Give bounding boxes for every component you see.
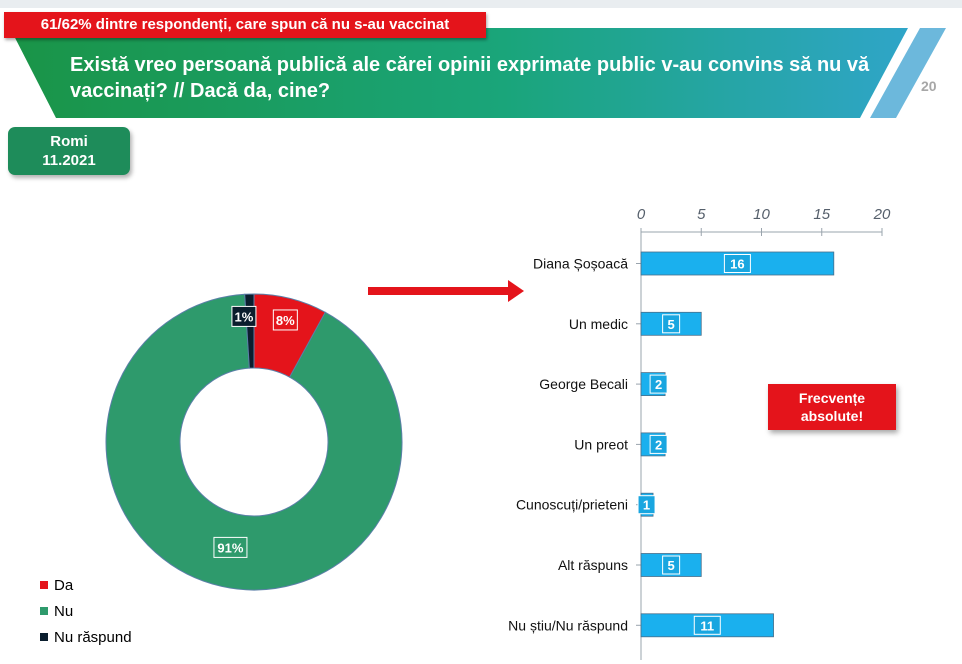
legend-label-nu-raspund: Nu răspund bbox=[54, 628, 132, 646]
x-tick-label: 5 bbox=[697, 206, 706, 223]
donut-value-label-nu: 91% bbox=[217, 540, 243, 555]
bar bbox=[640, 613, 774, 638]
bar-value-box bbox=[662, 314, 681, 334]
bar bbox=[640, 251, 835, 276]
bar-category-label: George Becali bbox=[539, 376, 628, 392]
legend-label-da: Da bbox=[54, 576, 74, 594]
donut-label-box-nu bbox=[213, 536, 248, 558]
donut-value-label-nu-raspund: 1% bbox=[235, 309, 254, 324]
segment-label-line2: 11.2021 bbox=[42, 152, 96, 169]
bar-value-box bbox=[649, 434, 668, 454]
segment-label: Romi 11.2021 bbox=[8, 127, 130, 175]
donut-chart: 8% 91% 1% bbox=[105, 293, 403, 591]
x-tick-label: 20 bbox=[873, 206, 891, 223]
bar-category-label: Diana Șoșoacă bbox=[533, 256, 628, 272]
bar-category-label: Un medic bbox=[569, 316, 628, 332]
bar-value-label: 1 bbox=[643, 498, 650, 513]
bar-value-box bbox=[637, 495, 656, 515]
bar-value-box bbox=[662, 555, 681, 575]
title-banner bbox=[10, 28, 946, 118]
donut-slice-nu bbox=[105, 293, 403, 591]
bar-value-label: 11 bbox=[700, 618, 714, 633]
bar-value-box bbox=[723, 254, 751, 273]
bar bbox=[640, 311, 702, 336]
note-line2: absolute! bbox=[800, 408, 864, 424]
bar bbox=[640, 432, 666, 457]
x-tick-label: 10 bbox=[753, 206, 770, 223]
bar-value-box bbox=[649, 374, 668, 394]
bar-category-label: Nu știu/Nu răspund bbox=[508, 617, 628, 633]
donut-legend: Da Nu Nu răspund bbox=[40, 572, 132, 650]
x-tick-label: 0 bbox=[637, 206, 646, 223]
note-line1: Frecvențe bbox=[798, 390, 866, 406]
legend-swatch-nu bbox=[40, 607, 48, 615]
bar bbox=[640, 553, 702, 577]
absolute-frequency-note: Frecvențe absolute! bbox=[768, 384, 896, 430]
question-title: Există vreo persoană publică ale cărei o… bbox=[70, 54, 870, 102]
page-number: 20 bbox=[921, 78, 937, 94]
bar-value-label: 5 bbox=[668, 558, 675, 573]
donut-label-box-nu-raspund bbox=[231, 305, 257, 327]
legend-item-nu: Nu bbox=[40, 598, 132, 624]
bar-value-label: 16 bbox=[730, 257, 744, 272]
legend-item-da: Da bbox=[40, 572, 132, 598]
bar-category-label: Un preot bbox=[574, 436, 628, 452]
bar-category-label: Cunoscuți/prieteni bbox=[516, 497, 628, 513]
bar bbox=[640, 372, 666, 397]
bar-value-label: 2 bbox=[655, 437, 662, 452]
legend-label-nu: Nu bbox=[54, 602, 74, 620]
top-strip bbox=[0, 0, 962, 8]
x-tick-label: 15 bbox=[813, 206, 830, 223]
bar-value-label: 5 bbox=[668, 317, 675, 332]
bar-category-label: Alt răspuns bbox=[558, 557, 628, 573]
legend-item-nu-raspund: Nu răspund bbox=[40, 624, 132, 650]
legend-swatch-nu-raspund bbox=[40, 633, 48, 641]
arrow-icon bbox=[368, 280, 524, 302]
segment-label-line1: Romi bbox=[50, 133, 88, 150]
bar-value-label: 2 bbox=[655, 377, 662, 392]
legend-swatch-da bbox=[40, 581, 48, 589]
bar-value-box bbox=[693, 615, 721, 635]
donut-label-box-da bbox=[272, 309, 298, 331]
respondent-filter-tag: 61/62% dintre respondenți, care spun că … bbox=[4, 12, 486, 38]
donut-value-label-da: 8% bbox=[276, 313, 295, 328]
bar bbox=[640, 492, 654, 517]
